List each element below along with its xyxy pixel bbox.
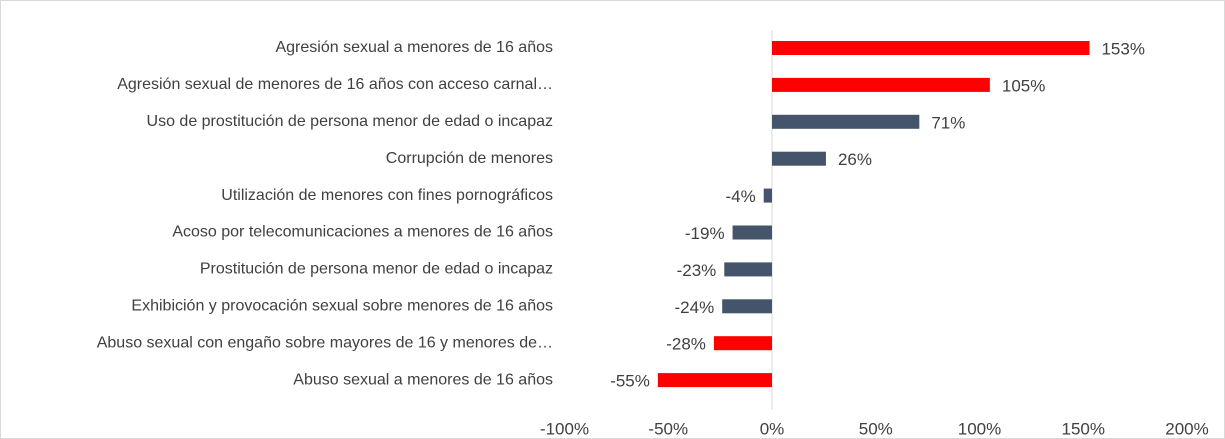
bar — [724, 262, 772, 277]
bar — [772, 151, 826, 166]
data-label: -55% — [610, 372, 650, 391]
bar — [772, 114, 920, 129]
y-tick-label: Utilización de menores con fines pornogr… — [221, 187, 553, 204]
y-tick-label: Agresión sexual a menores de 16 años — [275, 39, 553, 56]
x-tick-label: 150% — [1062, 419, 1105, 438]
y-tick-label: Acoso por telecomunicaciones a menores d… — [172, 224, 553, 241]
x-tick-label: 200% — [1165, 419, 1208, 438]
data-label: 71% — [931, 113, 965, 132]
y-tick-label: Prostitución de persona menor de edad o … — [200, 261, 553, 278]
bar — [713, 336, 772, 351]
bar — [657, 373, 772, 388]
y-tick-label: Exhibición y provocación sexual sobre me… — [131, 298, 553, 315]
data-label: 105% — [1002, 76, 1045, 95]
x-tick-label: 50% — [859, 419, 893, 438]
y-tick-label: Uso de prostitución de persona menor de … — [147, 113, 553, 130]
bar — [722, 299, 772, 314]
data-label: -28% — [666, 335, 706, 354]
x-tick-label: -100% — [540, 419, 589, 438]
x-tick-label: 0% — [760, 419, 785, 438]
y-tick-label: Corrupción de menores — [386, 150, 553, 167]
bar — [772, 41, 1090, 55]
y-tick-label: Abuso sexual con engaño sobre mayores de… — [97, 334, 553, 351]
bar — [763, 188, 772, 203]
data-label: -4% — [725, 187, 755, 206]
x-tick-label: 100% — [958, 419, 1001, 438]
data-label: -24% — [675, 298, 715, 317]
data-label: 26% — [838, 150, 872, 169]
y-tick-label: Abuso sexual a menores de 16 años — [293, 371, 553, 388]
data-label: -23% — [677, 261, 717, 280]
data-label: -19% — [685, 224, 725, 243]
x-tick-label: -50% — [648, 419, 688, 438]
bar — [732, 225, 772, 240]
data-label: 153% — [1101, 39, 1144, 58]
y-tick-label: Agresión sexual de menores de 16 años co… — [117, 76, 553, 93]
bar — [772, 77, 990, 92]
